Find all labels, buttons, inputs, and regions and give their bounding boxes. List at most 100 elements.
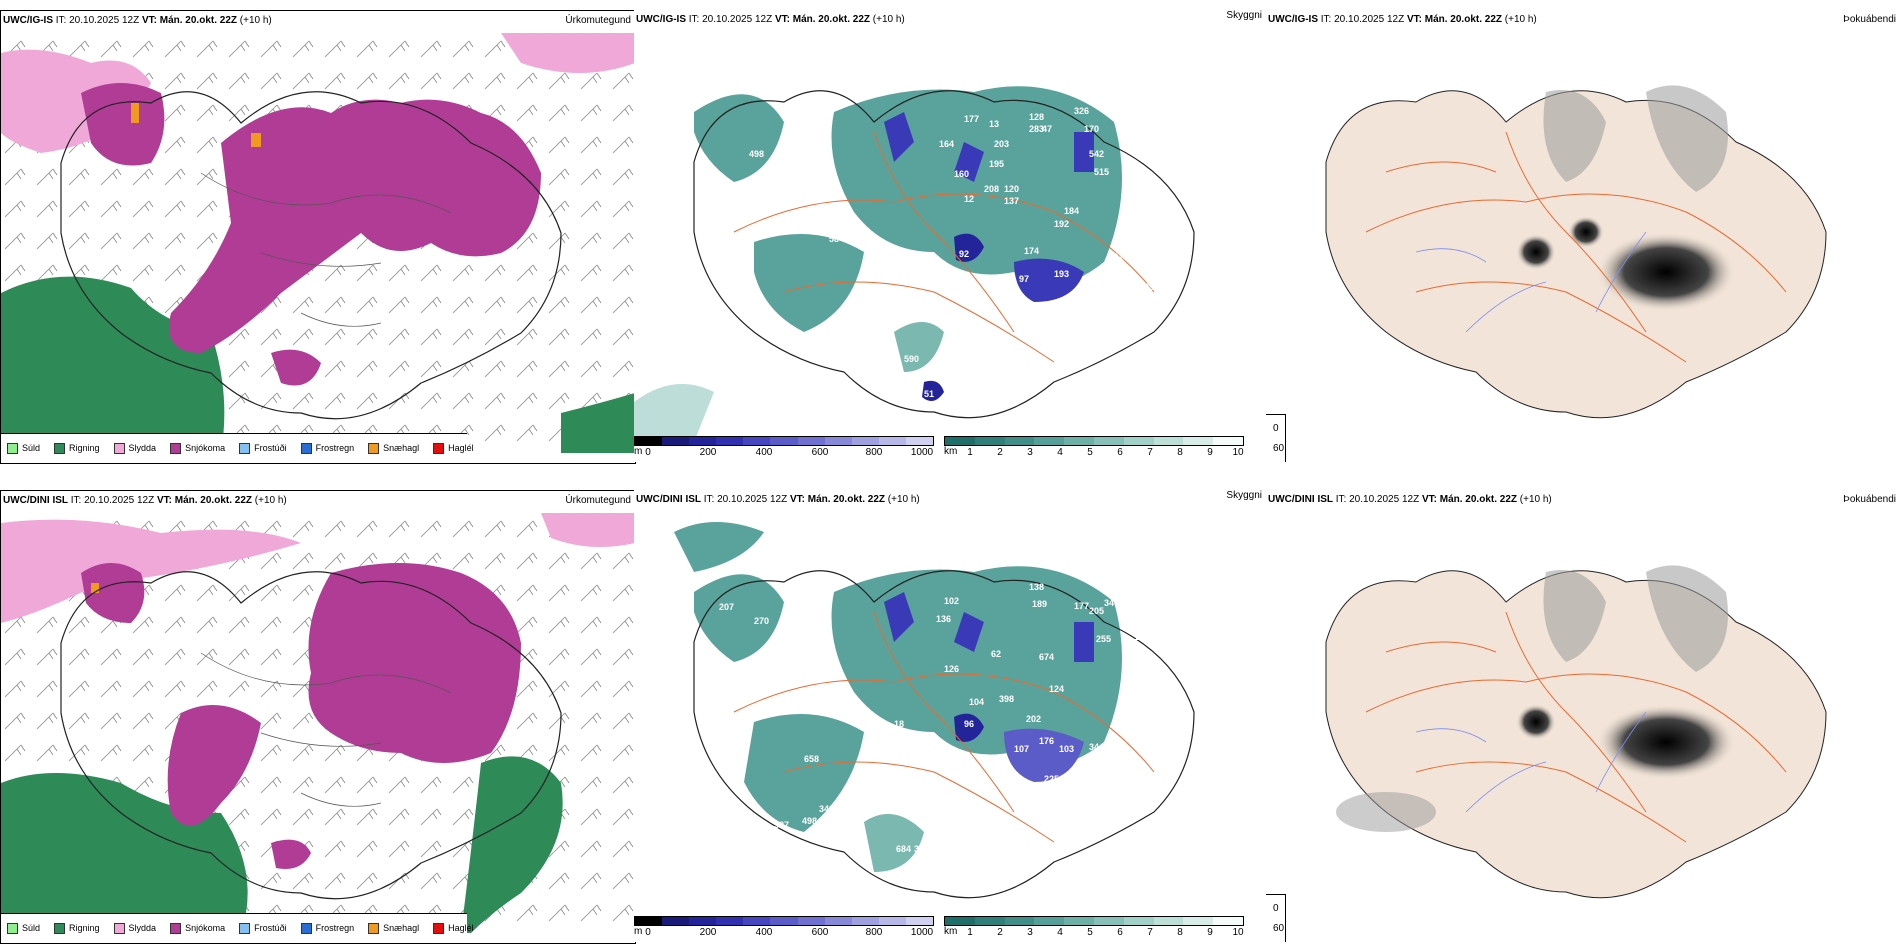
fog-index-map: [1325, 85, 1827, 419]
coastline: [693, 570, 1195, 899]
fog-legend-item: 0: [1266, 421, 1279, 435]
legend-label: Snjókoma: [185, 923, 226, 933]
sleet-area: [541, 513, 635, 547]
colorbar-swatch: [824, 917, 852, 925]
colorbar-tick: 200: [699, 927, 717, 938]
snow-area: [169, 99, 541, 354]
legend-swatch: [54, 442, 66, 454]
colorbar-tick: 0: [645, 447, 651, 458]
coastline: [693, 90, 1195, 419]
cloud-base-value: 13: [989, 119, 999, 129]
cloud-base-value: 119: [1114, 252, 1129, 262]
model-name: UWC/DINI ISL: [1268, 494, 1333, 505]
legend-swatch: [300, 442, 312, 454]
colorbar-tick: 4: [1057, 927, 1063, 938]
colorbar-swatch: [662, 917, 690, 925]
coastline: [60, 571, 562, 900]
fog-index-panel-ig: UWC/IG-IS IT: 20.10.2025 12Z VT: Mán. 20…: [1266, 10, 1900, 462]
panel-header: UWC/DINI ISL IT: 20.10.2025 12Z VT: Mán.…: [3, 495, 287, 506]
panel-header: UWC/IG-IS IT: 20.10.2025 12Z VT: Mán. 20…: [1268, 14, 1537, 25]
fog-legend: 0 60: [1266, 414, 1286, 462]
colorbar-tick: 400: [755, 447, 773, 458]
fog-area: [1543, 85, 1728, 192]
colorbar-tick: 600: [811, 927, 829, 938]
panel-header: UWC/IG-IS IT: 20.10.2025 12Z VT: Mán. 20…: [636, 14, 905, 25]
legend-item: Snæhagl: [368, 922, 419, 934]
colorbar-swatch: [770, 437, 798, 445]
colorbar-swatch: [1153, 437, 1184, 445]
colorbar-swatch: [689, 437, 717, 445]
cloud-base-value: 208: [984, 184, 999, 194]
low-visibility-area: [754, 234, 864, 332]
legend-swatch: [170, 442, 182, 454]
colorbar-swatch: [635, 437, 663, 445]
fog-legend-label: 60: [1273, 442, 1285, 454]
cloud-base-value: 326: [1074, 106, 1089, 116]
colorbar-swatch: [945, 917, 975, 925]
init-time-label: IT:: [703, 494, 715, 505]
cloud-base-value: 18: [894, 719, 904, 729]
cloud-base-value: 103: [1059, 744, 1074, 754]
valid-time-label: VT:: [141, 15, 157, 26]
colorbar-tick: 3: [1027, 927, 1033, 938]
colorbar-tick: 2: [997, 927, 1003, 938]
legend-item: Haglél: [433, 442, 474, 454]
snow-area: [81, 83, 165, 166]
legend-item: Haglél: [433, 922, 474, 934]
snow-area: [81, 563, 145, 623]
cloud-base-value: 340: [1104, 598, 1119, 608]
fog-legend-label: 0: [1273, 422, 1279, 434]
precip-map: [1, 513, 635, 933]
sleet-area: [1, 519, 301, 623]
colorbar-tick: 9: [1207, 927, 1213, 938]
cloud-base-colorbar: m 0 200 400 600 800 1000: [634, 916, 934, 942]
colorbar-tick: 1: [967, 927, 973, 938]
snow-area: [308, 563, 521, 763]
colorbar-swatch: [716, 437, 744, 445]
terrain-contours: [200, 172, 452, 327]
road-network: [733, 611, 1155, 843]
panel-variable: Úrkomutegund: [565, 495, 631, 506]
cloud-base-value: 164: [939, 139, 954, 149]
colorbar-tick: 8: [1177, 447, 1183, 458]
colorbar-swatch: [945, 437, 975, 445]
colorbar-tick: 400: [755, 927, 773, 938]
cloud-base-value: 389: [914, 844, 929, 854]
colorbar-swatch: [1123, 437, 1154, 445]
cloud-base-value: 121: [1134, 632, 1149, 642]
legend-swatch: [239, 442, 251, 454]
colorbar-swatch: [1064, 437, 1094, 445]
cloud-base-value: 58: [829, 234, 839, 244]
fog-core: [1596, 232, 1736, 312]
legend-item: Frostúði: [239, 442, 287, 454]
cloud-base-value: 137: [1004, 196, 1019, 206]
legend-label: Slydda: [128, 443, 157, 453]
legend-label: Snæhagl: [383, 443, 420, 453]
colorbar-ticks: 0 200 400 600 800 1000: [634, 926, 934, 940]
legend-item: Rigning: [54, 922, 100, 934]
river-network: [1415, 711, 1647, 813]
init-time-label: IT:: [70, 495, 82, 506]
fog-legend-label: 0: [1273, 902, 1279, 914]
cloud-base-value: 170: [1084, 124, 1099, 134]
colorbar-tick: 5: [1087, 927, 1093, 938]
cloud-base-value: 189: [1032, 599, 1047, 609]
low-visibility-area: [894, 322, 944, 372]
legend-item: Snjókoma: [170, 442, 225, 454]
cloud-base-value: 184: [1064, 206, 1079, 216]
colorbar-unit: m: [634, 926, 643, 937]
colorbar-tick: 10: [1232, 927, 1244, 938]
visibility-map: 207 270 136 102 126 62 104 398 138 189 1…: [674, 522, 1195, 899]
cloud-base-value: 207: [719, 602, 734, 612]
init-time: 20.10.2025 12Z: [1334, 14, 1405, 25]
cloud-base-value: 104: [969, 697, 984, 707]
colorbar-swatch: [743, 917, 771, 925]
lead-time: (+10 h): [887, 494, 920, 505]
cloud-base-value: 225: [1044, 774, 1059, 784]
colorbar-swatch: [662, 437, 690, 445]
cloud-base-value: 202: [1026, 714, 1041, 724]
visibility-map: 498 164 177 13 283 326 170 128 160 208 1…: [634, 86, 1195, 442]
legend-item: Frostúði: [239, 922, 287, 934]
legend-label: Frostregn: [315, 923, 355, 933]
fog-legend-label: 60: [1273, 922, 1285, 934]
